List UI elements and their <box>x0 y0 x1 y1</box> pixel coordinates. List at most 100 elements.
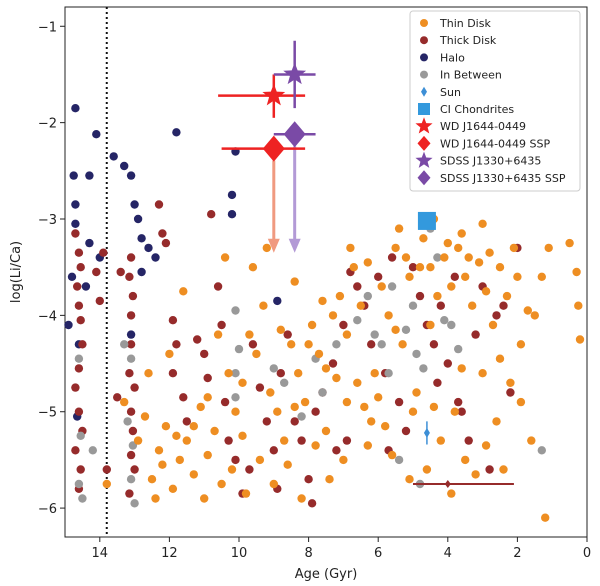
data-point <box>238 378 247 387</box>
data-point <box>387 253 397 262</box>
data-point <box>224 436 233 445</box>
data-point <box>394 397 404 407</box>
data-point <box>71 229 80 238</box>
data-point <box>74 479 84 489</box>
data-point <box>405 272 414 281</box>
data-point <box>318 296 327 306</box>
data-point <box>290 277 299 286</box>
data-point <box>297 412 306 421</box>
data-point <box>130 465 139 474</box>
x-axis-ticks: 14 12 10 8 6 4 2 0 <box>92 537 591 561</box>
data-point <box>408 301 418 310</box>
data-point <box>377 340 386 349</box>
data-point <box>318 388 327 397</box>
data-point <box>74 248 84 257</box>
data-point <box>154 200 164 209</box>
sun-marker <box>423 427 430 438</box>
data-point <box>175 455 184 465</box>
data-point <box>78 340 87 349</box>
data-point <box>457 407 466 416</box>
data-point <box>125 272 134 281</box>
data-point <box>128 426 138 436</box>
data-point <box>203 450 212 460</box>
data-point <box>454 243 463 253</box>
data-point <box>574 301 583 310</box>
data-point <box>443 359 452 368</box>
data-point <box>213 330 223 339</box>
data-point <box>412 388 421 397</box>
data-point <box>172 340 181 349</box>
data-point <box>290 402 299 412</box>
data-point <box>172 128 181 137</box>
data-point <box>363 258 372 267</box>
data-point <box>398 340 407 349</box>
data-point <box>422 465 432 474</box>
data-point <box>426 320 435 330</box>
data-point <box>189 470 198 479</box>
y-axis-label: log(Li/Ca) <box>9 241 24 303</box>
data-point <box>120 161 129 171</box>
legend: Thin Disk Thick Disk Halo In Between Sun CI C… <box>409 10 581 192</box>
series-halo <box>64 104 282 421</box>
data-point <box>311 441 320 450</box>
data-point <box>158 460 167 469</box>
data-point <box>137 234 146 243</box>
data-point <box>468 301 477 310</box>
data-point <box>394 224 404 233</box>
data-point <box>290 417 299 426</box>
legend-marker <box>420 70 428 79</box>
data-point <box>537 446 546 455</box>
data-point <box>471 330 480 339</box>
data-point <box>120 397 129 407</box>
data-point <box>516 340 526 349</box>
data-point <box>481 287 491 296</box>
data-point <box>297 436 306 445</box>
data-point <box>76 431 85 440</box>
data-point <box>457 229 466 238</box>
data-point <box>523 306 532 315</box>
data-point <box>217 320 226 330</box>
data-point <box>387 450 397 460</box>
data-point <box>363 291 372 301</box>
data-point <box>353 282 362 291</box>
data-point <box>506 388 515 397</box>
data-point <box>269 479 278 489</box>
data-point <box>537 272 546 281</box>
data-point <box>283 330 292 339</box>
data-point <box>126 407 136 416</box>
x-axis-label: Age (Gyr) <box>295 567 358 582</box>
data-point <box>227 465 237 474</box>
data-point <box>391 243 400 253</box>
legend-label: Sun <box>440 86 461 99</box>
data-point <box>67 272 77 281</box>
sdss-j1330-star-marker <box>283 62 307 85</box>
data-point <box>69 171 78 180</box>
data-point <box>71 446 80 455</box>
y-tick-label: −1 <box>38 20 57 35</box>
data-point <box>227 210 237 219</box>
legend-marker <box>420 53 428 62</box>
x-tick-label: 10 <box>231 546 248 561</box>
x-tick-label: 12 <box>161 546 178 561</box>
data-point <box>495 263 505 272</box>
data-point <box>332 446 341 455</box>
data-point <box>280 378 289 387</box>
data-point <box>92 130 101 139</box>
data-point <box>76 316 85 325</box>
data-point <box>220 397 230 407</box>
data-point <box>419 234 428 243</box>
data-point <box>165 349 174 359</box>
data-point <box>387 282 397 291</box>
data-point <box>575 335 585 344</box>
data-point <box>231 369 240 378</box>
data-point <box>447 489 456 498</box>
data-point <box>502 291 512 301</box>
legend-marker <box>420 19 428 27</box>
data-point <box>116 267 125 277</box>
data-point <box>231 407 240 416</box>
data-point <box>353 316 362 325</box>
legend-item: Halo <box>420 51 465 64</box>
data-point <box>408 407 418 416</box>
data-point <box>342 330 352 339</box>
